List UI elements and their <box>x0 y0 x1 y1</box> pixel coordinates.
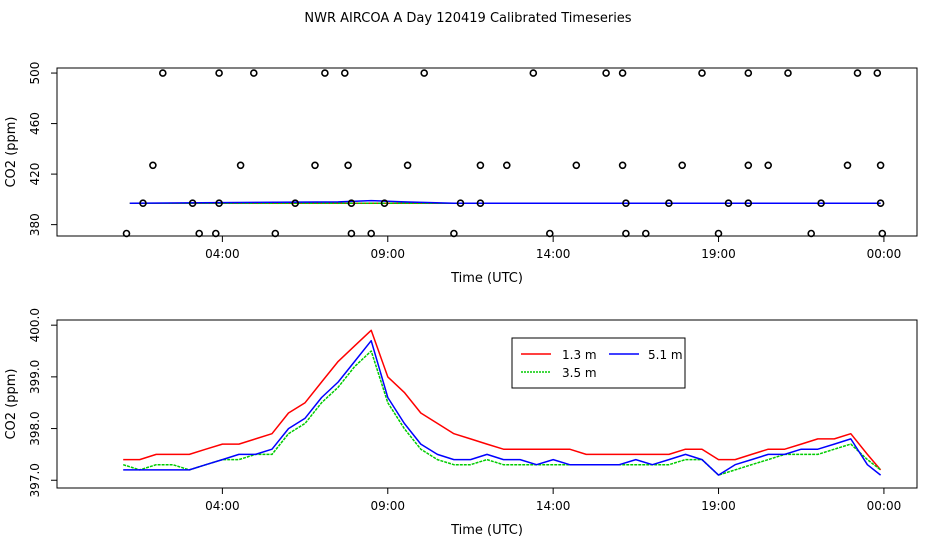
top-panel: 04:00 09:00 14:00 19:00 00:00 380 420 460 500 T… <box>4 62 918 286</box>
top-series-layer <box>129 199 881 204</box>
data-point <box>321 69 329 77</box>
data-point <box>212 229 220 238</box>
data-point <box>744 161 753 170</box>
series-line-5-1-m <box>123 339 882 476</box>
x-tick-label: 00:00 <box>867 499 902 513</box>
data-point <box>502 161 511 170</box>
data-point <box>139 199 147 207</box>
top-points-layer <box>122 69 887 238</box>
legend-label-5-1m: 5.1 m <box>648 348 683 362</box>
x-tick-label: 19:00 <box>701 499 736 513</box>
data-point <box>698 69 706 77</box>
data-point <box>714 229 723 238</box>
legend: 1.3 m 5.1 m 3.5 m <box>511 337 686 389</box>
data-point <box>159 69 167 77</box>
data-point <box>853 69 862 77</box>
chart-title: NWR AIRCOA A Day 120419 Calibrated Times… <box>304 11 631 26</box>
x-tick-label: 09:00 <box>370 499 405 513</box>
data-point <box>347 199 356 207</box>
data-point <box>367 229 376 238</box>
data-point <box>764 161 773 170</box>
data-point <box>602 69 610 77</box>
legend-label-1-3m: 1.3 m <box>562 348 597 362</box>
data-point <box>641 229 650 238</box>
y-tick-label: 500 <box>28 62 42 85</box>
data-point <box>665 199 673 207</box>
series-line-5-1-m <box>129 199 881 204</box>
data-point <box>724 199 733 207</box>
x-tick-label: 04:00 <box>205 499 240 513</box>
data-point <box>215 199 223 207</box>
x-tick-label: 00:00 <box>867 247 902 261</box>
bottom-x-axis-label: Time (UTC) <box>450 523 523 538</box>
data-point <box>291 199 300 207</box>
y-tick-label: 460 <box>28 112 42 135</box>
x-tick-label: 09:00 <box>370 247 405 261</box>
data-point <box>311 161 319 170</box>
top-y-axis-label: CO2 (ppm) <box>4 116 19 187</box>
top-y-axis: 380 420 460 500 <box>28 62 57 236</box>
data-point <box>744 69 753 77</box>
series-line-3-5-m <box>122 350 882 476</box>
data-point <box>678 161 687 170</box>
data-point <box>622 229 630 238</box>
data-point <box>572 161 581 170</box>
data-point <box>420 69 429 77</box>
data-point <box>744 199 753 207</box>
y-tick-label: 380 <box>28 213 42 236</box>
data-point <box>149 161 157 170</box>
top-x-axis: 04:00 09:00 14:00 19:00 00:00 <box>205 236 901 261</box>
data-point <box>347 229 356 238</box>
data-point <box>529 69 538 77</box>
bottom-x-axis: 04:00 09:00 14:00 19:00 00:00 <box>205 488 901 513</box>
data-point <box>817 199 825 207</box>
bottom-y-axis-label: CO2 (ppm) <box>4 368 19 439</box>
x-tick-label: 14:00 <box>536 247 571 261</box>
data-point <box>843 161 852 170</box>
x-tick-label: 19:00 <box>701 247 736 261</box>
data-point <box>236 161 245 170</box>
data-point <box>476 161 485 170</box>
bottom-y-axis: 397.0 398.0 399.0 400.0 <box>28 308 57 497</box>
data-point <box>878 229 887 238</box>
data-point <box>344 161 352 170</box>
data-point <box>476 199 485 207</box>
data-point <box>215 69 223 77</box>
x-tick-label: 14:00 <box>536 499 571 513</box>
data-point <box>784 69 792 77</box>
y-tick-label: 420 <box>28 163 42 186</box>
x-tick-label: 04:00 <box>205 247 240 261</box>
y-tick-label: 399.0 <box>28 360 42 394</box>
data-point <box>545 229 554 238</box>
data-point <box>403 161 412 170</box>
bottom-plot-frame <box>56 319 918 489</box>
data-point <box>450 229 458 238</box>
legend-box <box>511 337 686 389</box>
data-point <box>618 69 627 77</box>
bottom-series-layer <box>122 329 882 476</box>
data-point <box>876 161 885 170</box>
data-point <box>456 199 465 207</box>
data-point <box>807 229 816 238</box>
data-point <box>250 69 258 77</box>
y-tick-label: 398.0 <box>28 411 42 445</box>
bottom-panel: 04:00 09:00 14:00 19:00 00:00 397.0 398.0 399.… <box>4 308 918 538</box>
top-x-axis-label: Time (UTC) <box>450 271 523 286</box>
data-point <box>340 69 349 77</box>
data-point <box>873 69 882 77</box>
y-tick-label: 400.0 <box>28 308 42 342</box>
y-tick-label: 397.0 <box>28 463 42 497</box>
data-point <box>188 199 197 207</box>
data-point <box>622 199 630 207</box>
top-plot-frame <box>56 67 918 237</box>
data-point <box>380 199 389 207</box>
data-point <box>195 229 203 238</box>
data-point <box>271 229 280 238</box>
legend-label-3-5m: 3.5 m <box>562 366 597 380</box>
series-line-1-3-m <box>123 329 882 471</box>
data-point <box>122 229 131 238</box>
data-point <box>876 199 885 207</box>
data-point <box>618 161 627 170</box>
